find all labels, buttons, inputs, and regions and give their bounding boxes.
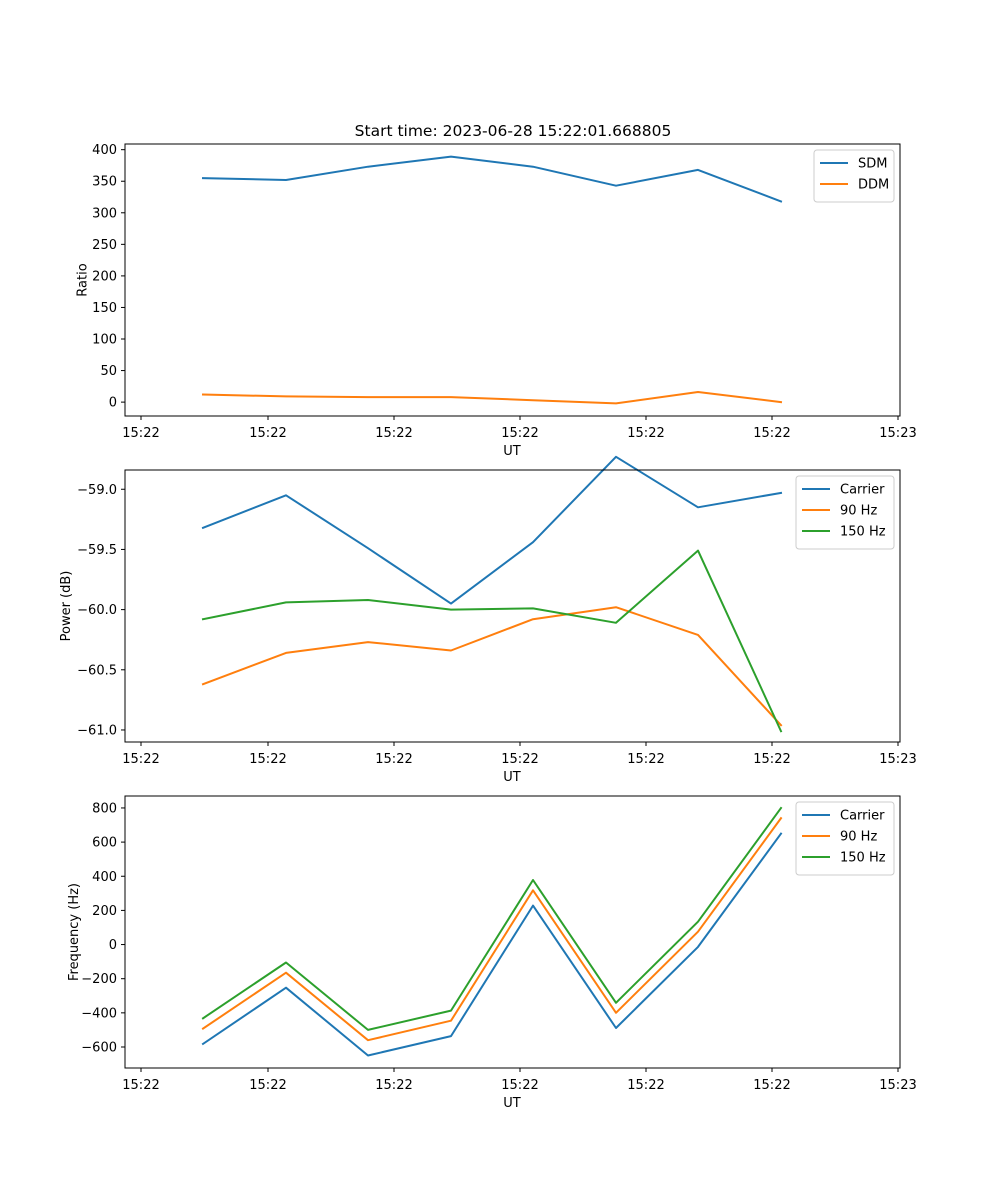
series-line-150-hz	[201, 806, 783, 1031]
x-tick-label: 15:22	[122, 426, 159, 441]
x-tick-label: 15:22	[501, 1078, 538, 1093]
chart-title: Start time: 2023-06-28 15:22:01.668805	[355, 122, 672, 140]
x-tick-label: 15:22	[249, 752, 286, 767]
legend-label: Carrier	[840, 809, 885, 824]
legend: Carrier 90 Hz 150 Hz	[795, 801, 895, 876]
x-tick-label: 15:22	[249, 1078, 286, 1093]
y-tick-label: 200	[92, 269, 117, 284]
legend: Carrier 90 Hz 150 Hz	[795, 475, 895, 550]
y-tick-label: 250	[92, 238, 117, 253]
y-tick-label: 400	[92, 870, 117, 885]
y-tick-label: −61.0	[77, 723, 117, 738]
x-axis-label: UT	[503, 1096, 521, 1111]
x-tick-label: 15:22	[627, 1078, 664, 1093]
x-tick-label: 15:22	[501, 752, 538, 767]
x-tick-label: 15:23	[879, 752, 916, 767]
legend-label: DDM	[858, 178, 889, 193]
legend-label: 90 Hz	[840, 830, 877, 845]
y-tick-label: 0	[109, 938, 117, 953]
legend-label: 150 Hz	[840, 525, 886, 540]
legend-label: 90 Hz	[840, 504, 877, 519]
series-line-90-hz	[201, 606, 783, 727]
y-tick-label: 200	[92, 904, 117, 919]
legend-label: SDM	[858, 157, 887, 172]
y-tick-label: 50	[100, 364, 117, 379]
chart-panel-2: 15:22 15:22 15:22 15:22 15:22 15:22 15:23 −61.0…	[59, 455, 917, 785]
x-tick-label: 15:23	[879, 426, 916, 441]
axes-frame	[124, 795, 901, 1069]
y-tick-label: 100	[92, 333, 117, 348]
x-tick-label: 15:22	[627, 426, 664, 441]
y-tick-label: −59.0	[77, 483, 117, 498]
legend: SDM DDM	[813, 149, 895, 203]
y-tick-label: −200	[81, 972, 117, 987]
x-tick-label: 15:23	[879, 1078, 916, 1093]
x-tick-label: 15:22	[753, 426, 790, 441]
series-line-carrier	[201, 455, 783, 605]
x-tick-label: 15:22	[375, 426, 412, 441]
x-tick-label: 15:22	[753, 752, 790, 767]
y-tick-label: −59.5	[77, 543, 117, 558]
x-tick-label: 15:22	[122, 1078, 159, 1093]
x-axis-label: UT	[503, 770, 521, 785]
axes-frame	[124, 469, 901, 743]
x-tick-label: 15:22	[501, 426, 538, 441]
series-line-90-hz	[201, 816, 783, 1042]
legend-label: 150 Hz	[840, 851, 886, 866]
x-tick-label: 15:22	[375, 752, 412, 767]
x-tick-label: 15:22	[375, 1078, 412, 1093]
y-tick-label: 300	[92, 206, 117, 221]
chart-panel-3: 15:22 15:22 15:22 15:22 15:22 15:22 15:23 −600 −…	[67, 795, 917, 1111]
series-line-sdm	[201, 155, 783, 203]
y-tick-label: 400	[92, 143, 117, 158]
panels: 15:22 15:22 15:22 15:22 15:22 15:22 15:23 0 50 10…	[59, 143, 917, 1111]
y-tick-label: −60.5	[77, 663, 117, 678]
y-tick-label: 0	[109, 396, 117, 411]
y-tick-label: 150	[92, 301, 117, 316]
y-axis-label: Power (dB)	[59, 571, 74, 642]
y-axis-label: Frequency (Hz)	[67, 883, 82, 981]
y-tick-label: 350	[92, 175, 117, 190]
axes-frame	[124, 143, 901, 417]
legend-label: Carrier	[840, 483, 885, 498]
series-line-carrier	[201, 832, 783, 1057]
y-axis-label: Ratio	[75, 263, 90, 296]
y-tick-label: −60.0	[77, 603, 117, 618]
series-line-150-hz	[201, 549, 783, 733]
series-line-ddm	[201, 391, 783, 405]
x-tick-label: 15:22	[753, 1078, 790, 1093]
x-axis-label: UT	[503, 444, 521, 459]
y-tick-label: −400	[81, 1006, 117, 1021]
x-tick-label: 15:22	[122, 752, 159, 767]
chart-panel-1: 15:22 15:22 15:22 15:22 15:22 15:22 15:23 0 50 10…	[75, 143, 916, 459]
y-tick-label: −600	[81, 1040, 117, 1055]
y-tick-label: 800	[92, 801, 117, 816]
y-tick-label: 600	[92, 836, 117, 851]
x-tick-label: 15:22	[249, 426, 286, 441]
x-tick-label: 15:22	[627, 752, 664, 767]
